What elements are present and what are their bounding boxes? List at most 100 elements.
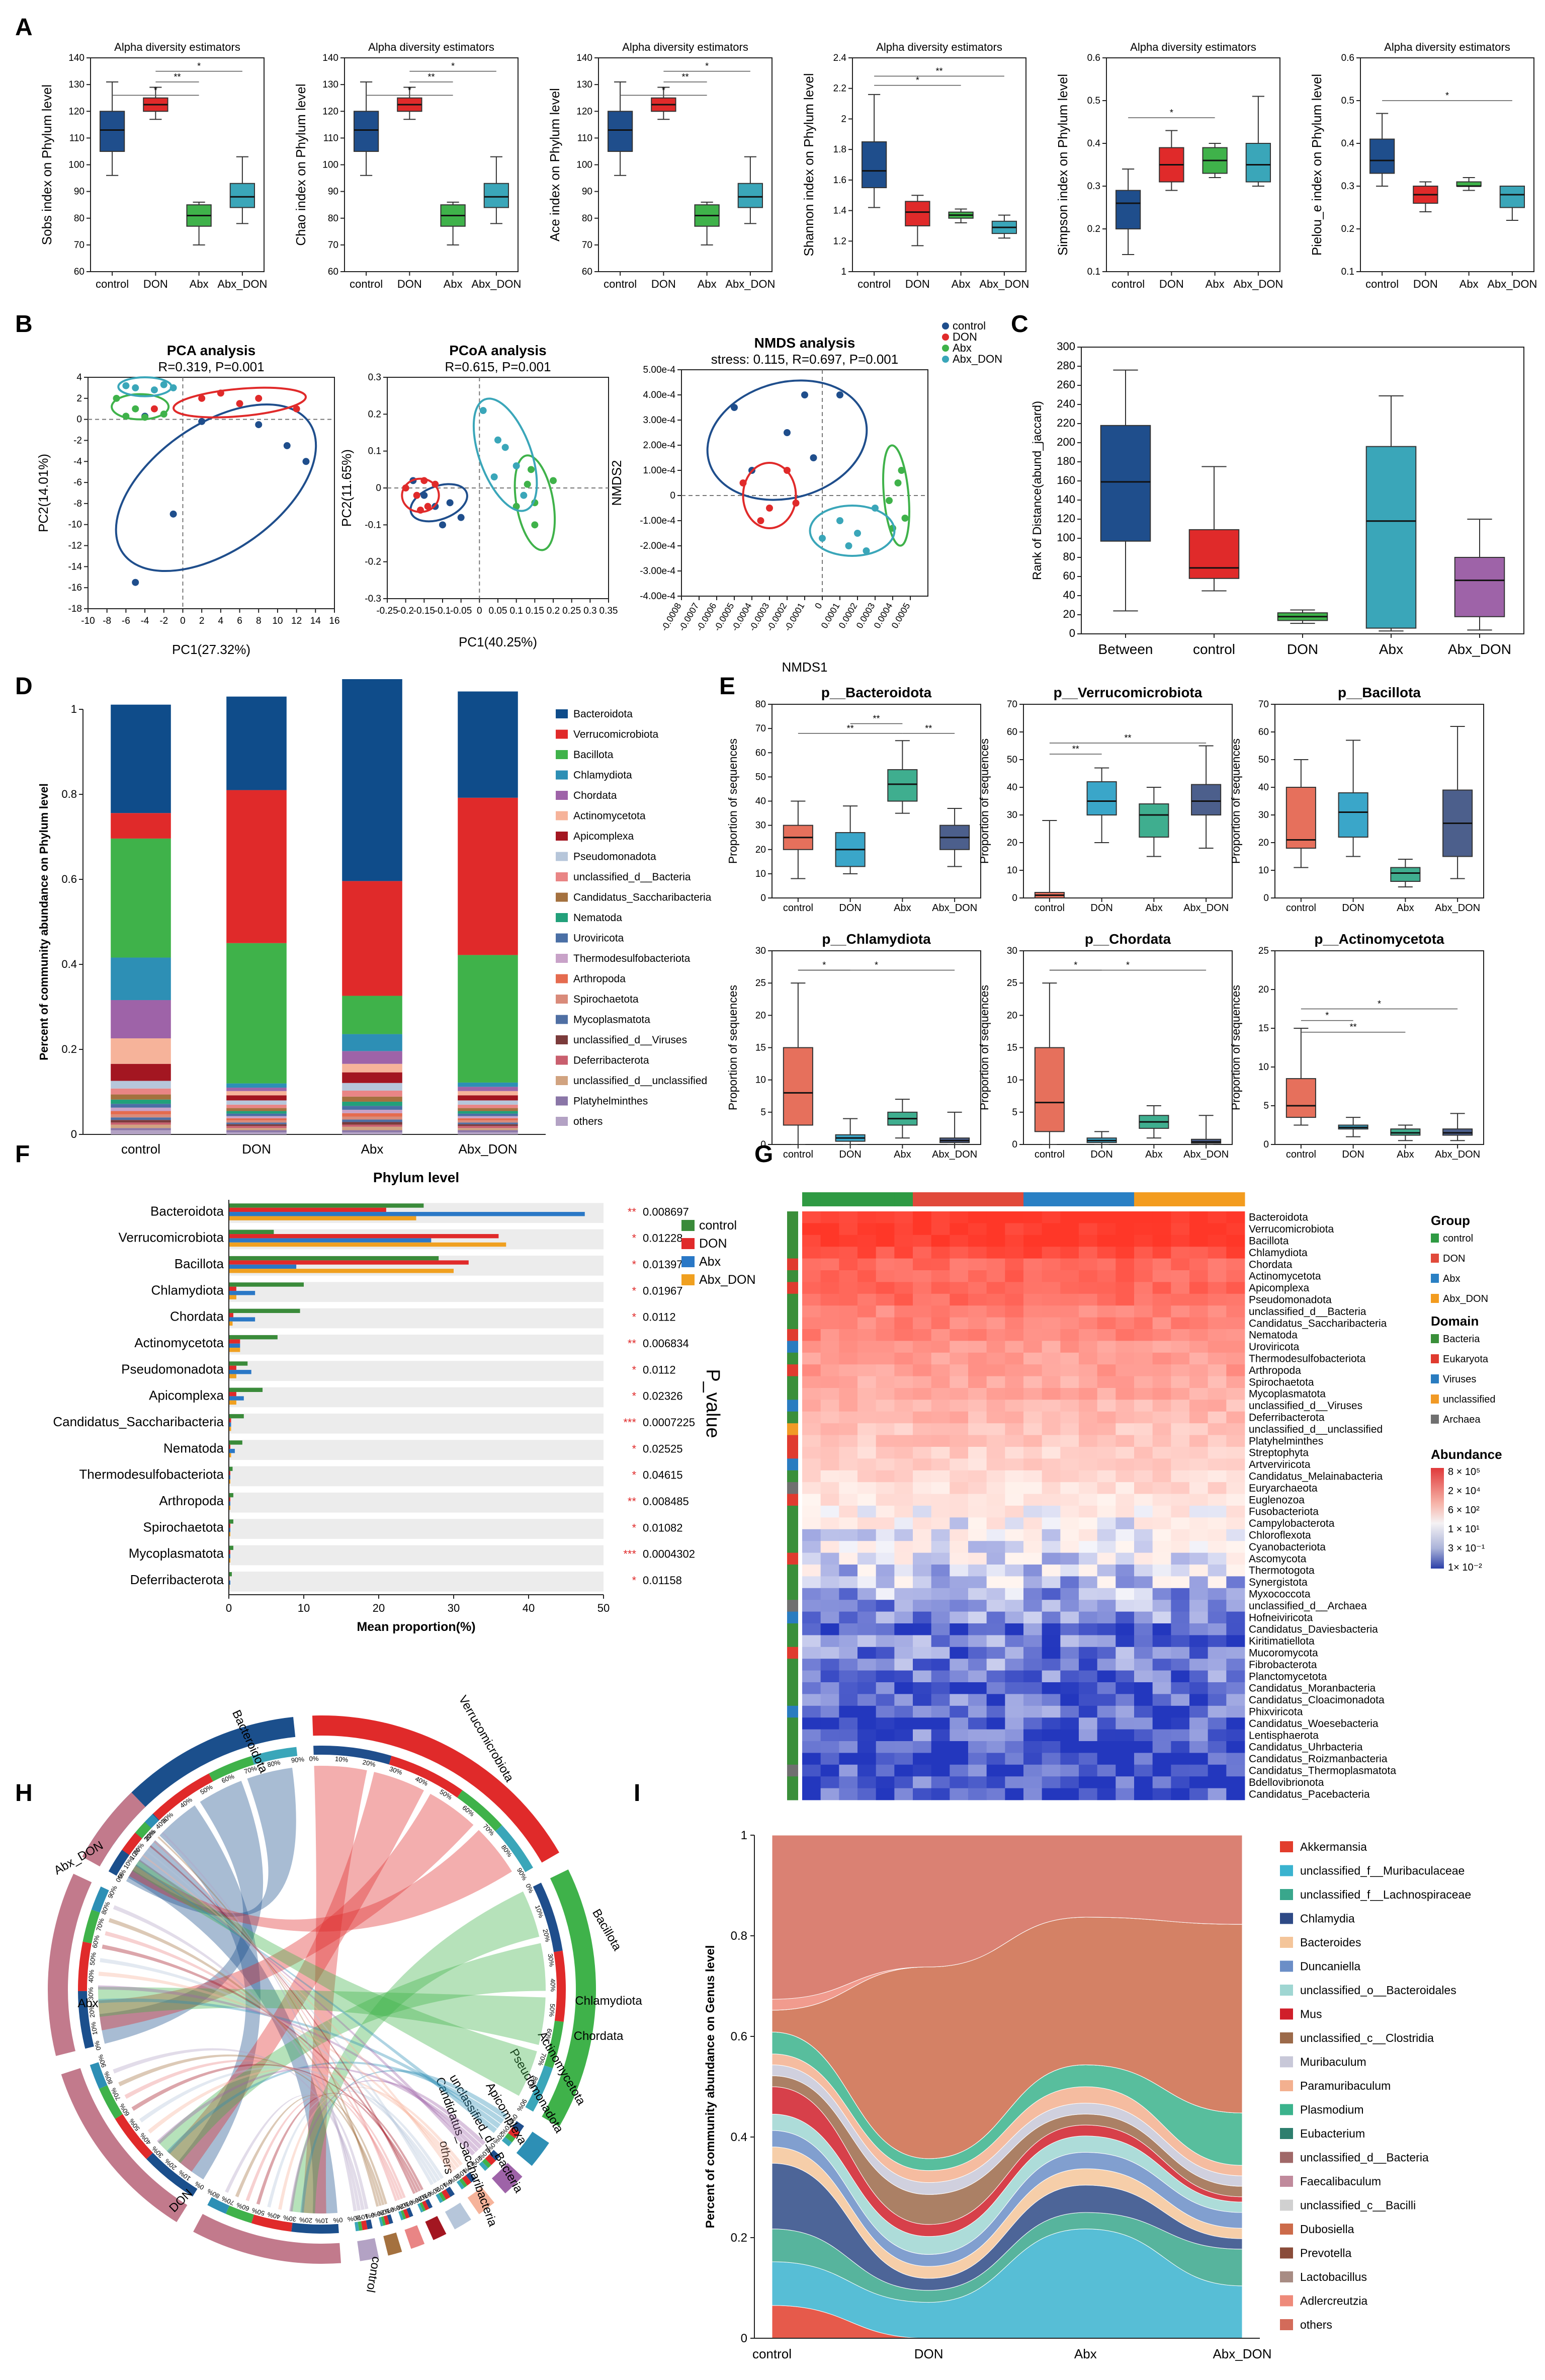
heatmap-cell xyxy=(1079,1305,1098,1318)
plot-frame xyxy=(598,57,772,272)
heatmap-cell xyxy=(876,1211,895,1223)
heatmap-cell xyxy=(931,1247,950,1259)
row-label: Candidatus_Roizmanbacteria xyxy=(1249,1753,1388,1765)
x-tick-label: DON xyxy=(1090,902,1112,914)
heatmap-cell xyxy=(1005,1729,1024,1742)
significance-label: * xyxy=(875,960,878,970)
phylum-composition-arc xyxy=(446,2186,455,2197)
heatmap-cell xyxy=(839,1211,858,1223)
heatmap-cell xyxy=(1134,1341,1153,1353)
chord-link-Abx_DON xyxy=(132,1860,537,2096)
row-label: Candidatus_Uhrbacteria xyxy=(1249,1742,1363,1753)
heatmap-cell xyxy=(968,1447,987,1459)
heatmap-cell xyxy=(968,1776,987,1788)
heatmap-cell xyxy=(894,1623,913,1635)
phylum-composition-arc xyxy=(501,2137,512,2147)
heatmap-cell xyxy=(876,1470,895,1483)
legend-label-Abx_DON: Abx_DON xyxy=(1443,1293,1488,1304)
heatmap-cell xyxy=(913,1400,932,1412)
stack-segment-Chlamydiota xyxy=(226,1083,287,1088)
heatmap-cell xyxy=(1079,1670,1098,1683)
heatmap-cell xyxy=(802,1623,821,1635)
heatmap-cell xyxy=(950,1552,969,1565)
legend-swatch xyxy=(1280,2224,1293,2235)
legend-label: Adlercreutzia xyxy=(1300,2294,1367,2308)
heatmap-cell xyxy=(968,1423,987,1435)
bar-control xyxy=(229,1361,248,1366)
heatmap-cell xyxy=(1060,1447,1079,1459)
y-axis-label: PC2(14.01%) xyxy=(36,454,51,532)
heatmap-cell xyxy=(1134,1623,1153,1635)
heatmap-cell xyxy=(1060,1247,1079,1259)
heatmap-cell xyxy=(1134,1753,1153,1765)
heatmap-cell xyxy=(1023,1600,1043,1612)
legend-swatch xyxy=(556,892,568,902)
heatmap-cell xyxy=(1134,1423,1153,1435)
x-tick-label: 12 xyxy=(291,616,302,626)
heatmap-cell xyxy=(1042,1223,1061,1236)
y-tick-label: -2 xyxy=(73,435,82,446)
row-label: Candidatus_Saccharibacteria xyxy=(1249,1318,1387,1329)
heatmap-cell xyxy=(1097,1282,1116,1294)
phylum-composition-arc xyxy=(436,2193,444,2203)
heatmap-cell xyxy=(931,1482,950,1494)
heatmap-cell xyxy=(876,1341,895,1353)
heatmap-cell xyxy=(1042,1529,1061,1541)
row-label: Mycoplasmatota xyxy=(1249,1388,1326,1400)
stack-segment-Chlamydiota xyxy=(458,1082,518,1087)
heatmap-cell xyxy=(931,1517,950,1530)
heatmap-cell xyxy=(839,1388,858,1400)
heatmap-cell xyxy=(950,1235,969,1247)
heatmap-cell xyxy=(1189,1659,1209,1671)
heatmap-cell xyxy=(1189,1576,1209,1589)
heatmap-cell xyxy=(1060,1600,1079,1612)
heatmap-cell xyxy=(1208,1682,1227,1694)
heatmap-cell xyxy=(1208,1588,1227,1600)
heatmap-cell xyxy=(1226,1529,1245,1541)
chart-title: Alpha diversity estimators xyxy=(876,41,1002,53)
row-label: Chlamydiota xyxy=(1249,1247,1308,1259)
x-tick-label: Abx_DON xyxy=(1183,902,1229,914)
bar-control xyxy=(229,1203,424,1208)
heatmap-cell xyxy=(876,1588,895,1600)
heatmap-cell xyxy=(1134,1400,1153,1412)
heatmap-cell xyxy=(1097,1647,1116,1659)
heatmap-cell xyxy=(950,1635,969,1648)
category-label: Nematoda xyxy=(163,1440,224,1455)
heatmap-cell xyxy=(968,1647,987,1659)
heatmap-cell xyxy=(1079,1541,1098,1553)
heatmap-cell xyxy=(1171,1635,1190,1648)
heatmap-cell xyxy=(1134,1376,1153,1388)
heatmap-cell xyxy=(839,1329,858,1341)
heatmap-cell xyxy=(1060,1211,1079,1223)
sample-point-Abx_DON xyxy=(160,381,167,388)
heatmap-cell xyxy=(1023,1788,1043,1800)
heatmap-cell xyxy=(1189,1223,1209,1236)
heatmap-cell xyxy=(839,1647,858,1659)
heatmap-cell xyxy=(1189,1729,1209,1742)
domain-annotation-Bacteria xyxy=(787,1776,798,1789)
heatmap-cell xyxy=(839,1400,858,1412)
heatmap-cell xyxy=(968,1659,987,1671)
heatmap-cell xyxy=(894,1588,913,1600)
sector-arc xyxy=(445,2202,471,2230)
bar-DON xyxy=(229,1550,230,1554)
heatmap-cell xyxy=(986,1729,1005,1742)
heatmap-cell xyxy=(1023,1588,1043,1600)
heatmap-cell xyxy=(1060,1576,1079,1589)
heatmap-cell xyxy=(1115,1659,1135,1671)
sector-arc xyxy=(516,2131,549,2166)
y-tick-label: 1 xyxy=(741,1829,747,1842)
ring-tick-label: 70% xyxy=(95,1917,106,1932)
x-tick-label: Abx_DON xyxy=(1213,2346,1271,2361)
domain-annotation-Bacteria xyxy=(787,1235,798,1247)
heatmap-cell xyxy=(931,1470,950,1483)
legend-swatch xyxy=(556,709,568,718)
heatmap-cell xyxy=(1115,1376,1135,1388)
heatmap-cell xyxy=(1060,1341,1079,1353)
row-label: Candidatus_Moranbacteria xyxy=(1249,1683,1376,1694)
heatmap-cell xyxy=(894,1364,913,1376)
phylum-composition-arc xyxy=(387,2214,393,2224)
group-composition-arc xyxy=(91,1886,109,1913)
ring-tick-label: 50% xyxy=(250,2206,266,2218)
